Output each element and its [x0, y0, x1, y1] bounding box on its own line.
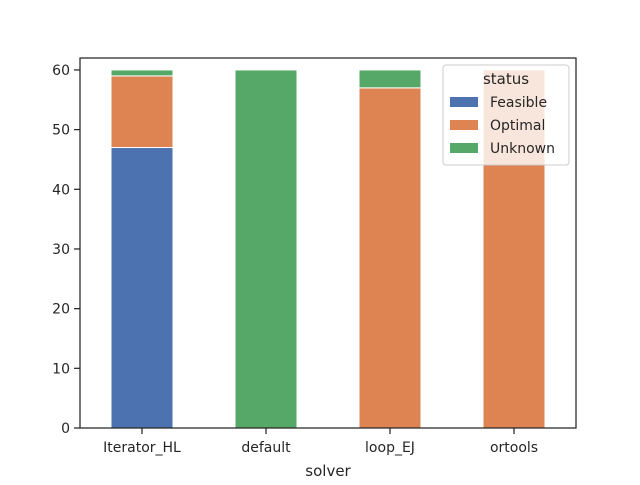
x-tick-label-iterator-hl: Iterator_HL: [103, 440, 181, 456]
legend-swatch-optimal: [450, 120, 478, 130]
legend: status Feasible Optimal Unknown: [442, 64, 570, 166]
bar-loop-ej-optimal: [358, 87, 422, 429]
legend-label-unknown: Unknown: [490, 141, 555, 157]
y-tick-label: 10: [52, 361, 70, 377]
legend-label-feasible: Feasible: [490, 95, 547, 111]
bar-iterator-hl-unknown: [110, 69, 174, 77]
legend-box: [442, 64, 570, 166]
y-tick-label: 0: [61, 421, 70, 437]
y-tick-label: 30: [52, 242, 70, 258]
bar-default-unknown: [234, 69, 298, 429]
legend-label-optimal: Optimal: [490, 118, 545, 134]
x-tick-label-ortools: ortools: [490, 440, 538, 456]
legend-swatch-feasible: [450, 97, 478, 107]
plot-frame: [79, 57, 577, 429]
x-axis-label: solver: [305, 462, 351, 480]
y-axis: 0 10 20 30 40 50 60: [52, 63, 80, 437]
bar-iterator-hl-feasible: [110, 147, 174, 429]
bar-iterator-hl-optimal: [110, 75, 174, 149]
y-tick-label: 50: [52, 123, 70, 139]
x-axis: Iterator_HL default loop_EJ ortools: [103, 428, 538, 456]
bar-loop-ej-unknown: [358, 69, 422, 89]
y-tick-label: 40: [52, 182, 70, 198]
y-tick-label: 20: [52, 302, 70, 318]
legend-swatch-unknown: [450, 143, 478, 153]
y-tick-label: 60: [52, 63, 70, 79]
x-tick-label-loop-ej: loop_EJ: [365, 440, 415, 456]
legend-title: status: [483, 70, 529, 88]
x-tick-label-default: default: [241, 440, 291, 456]
